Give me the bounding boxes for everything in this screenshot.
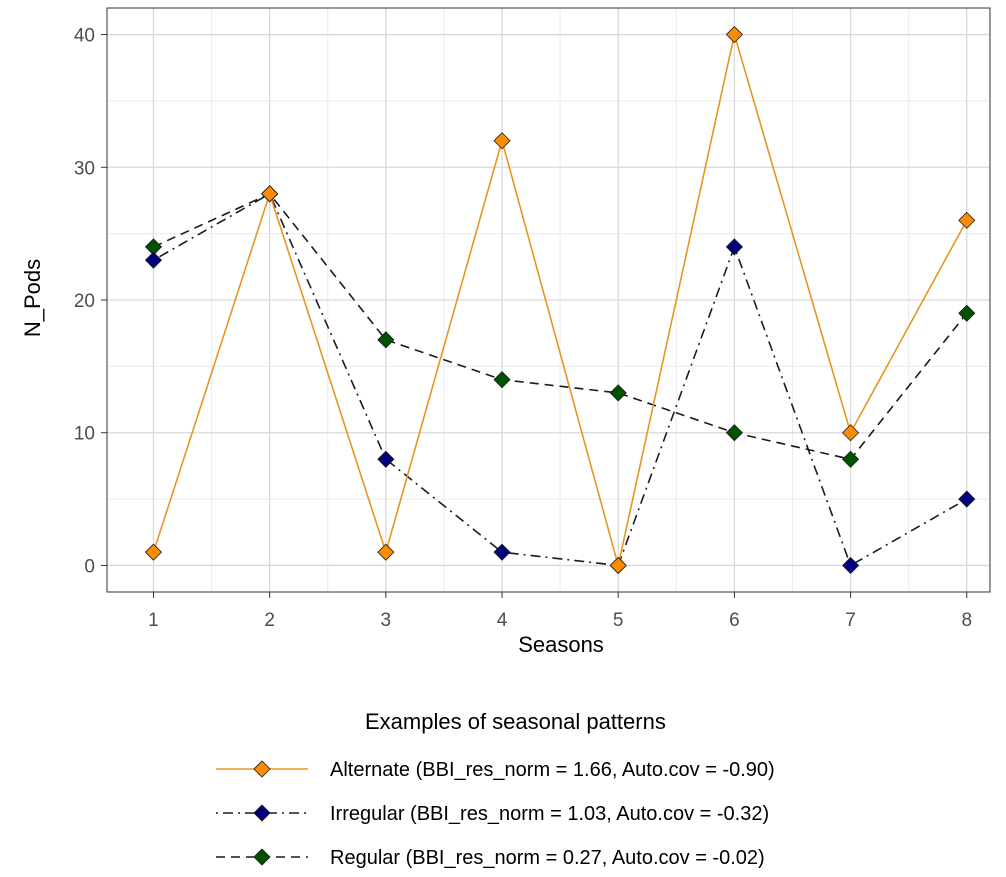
data-point <box>958 490 976 508</box>
data-point <box>842 424 860 442</box>
x-tick-label: 2 <box>264 610 275 631</box>
data-point <box>725 25 743 44</box>
data-point <box>725 424 743 442</box>
legend-key-marker <box>253 804 271 822</box>
data-point <box>609 384 627 402</box>
data-point <box>958 211 976 229</box>
data-point <box>493 543 511 561</box>
series-line <box>153 192 968 461</box>
data-point <box>144 543 163 561</box>
legend-key-marker <box>253 760 271 778</box>
series-line <box>152 34 968 566</box>
x-tick-label: 5 <box>613 610 624 631</box>
plot-panel <box>107 8 990 592</box>
legend-key-marker <box>253 848 271 866</box>
legend-item: Alternate (BBI_res_norm = 1.66, Auto.cov… <box>216 759 775 781</box>
legend-label: Irregular (BBI_res_norm = 1.03, Auto.cov… <box>330 803 769 825</box>
data-point <box>842 450 860 468</box>
x-tick-label: 4 <box>497 610 508 631</box>
y-tick-label: 30 <box>74 158 95 179</box>
y-tick-label: 20 <box>74 291 95 312</box>
x-tick-label: 3 <box>381 610 392 631</box>
series-layer <box>144 25 976 575</box>
y-tick-label: 0 <box>84 556 95 577</box>
data-point <box>377 450 395 468</box>
x-tick-label: 6 <box>729 610 740 631</box>
legend-item: Irregular (BBI_res_norm = 1.03, Auto.cov… <box>216 803 769 825</box>
data-point <box>725 238 743 256</box>
x-tick-label: 1 <box>148 610 159 631</box>
x-tick-label: 7 <box>845 610 856 631</box>
x-tick-label: 8 <box>961 610 972 631</box>
data-point <box>493 132 511 150</box>
data-point <box>842 556 860 575</box>
data-point <box>609 556 627 575</box>
panel-border <box>106 7 991 593</box>
legend: Examples of seasonal patterns Alternate … <box>216 709 775 869</box>
data-point <box>493 371 511 389</box>
legend-title: Examples of seasonal patterns <box>365 709 666 734</box>
data-point <box>377 543 395 561</box>
x-axis-title: Seasons <box>518 632 604 657</box>
legend-label: Regular (BBI_res_norm = 0.27, Auto.cov =… <box>330 847 765 869</box>
data-point <box>958 304 976 322</box>
axis-layer: 1 2 3 4 5 6 7 8 0 10 20 30 40 <box>74 7 991 631</box>
data-point <box>144 251 163 269</box>
series-0 <box>144 25 976 575</box>
data-point <box>377 331 395 349</box>
y-tick-label: 10 <box>74 424 95 445</box>
y-tick-label: 40 <box>74 26 95 47</box>
legend-item: Regular (BBI_res_norm = 0.27, Auto.cov =… <box>216 847 765 869</box>
y-axis-title: N_Pods <box>20 259 45 337</box>
series-line <box>153 192 968 567</box>
legend-label: Alternate (BBI_res_norm = 1.66, Auto.cov… <box>330 759 775 781</box>
data-point <box>261 185 279 203</box>
